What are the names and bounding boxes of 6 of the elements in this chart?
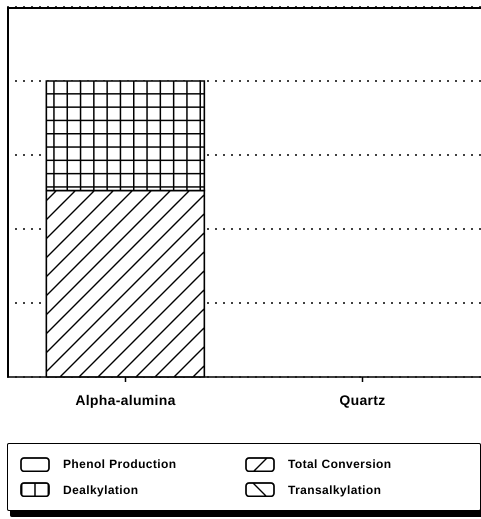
legend-label: Dealkylation <box>63 482 138 497</box>
legend-label: Transalkylation <box>288 482 382 497</box>
x-tick-label: Quartz <box>339 392 386 408</box>
legend-label: Total Conversion <box>288 457 392 472</box>
x-tick-label: Alpha-alumina <box>75 392 176 408</box>
legend-label: Phenol Production <box>63 457 176 472</box>
